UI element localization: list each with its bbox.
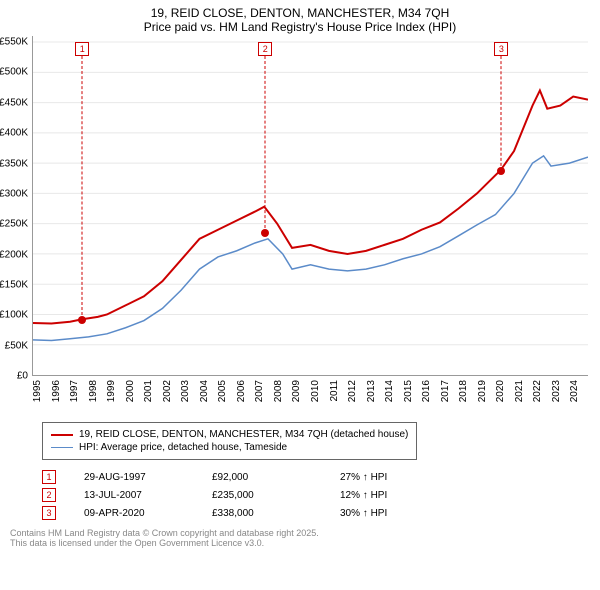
x-tick-label: 1999: [106, 380, 117, 402]
event-marker-dot: [261, 229, 269, 237]
footer-line-2: This data is licensed under the Open Gov…: [10, 538, 600, 548]
events-table: 1 29-AUG-1997 £92,000 27% ↑ HPI 2 13-JUL-2007…: [42, 470, 600, 520]
legend-row: 19, REID CLOSE, DENTON, MANCHESTER, M34 …: [51, 429, 408, 440]
event-marker-icon: 3: [42, 506, 56, 520]
attribution-footer: Contains HM Land Registry data © Crown c…: [10, 528, 600, 548]
x-tick-label: 2016: [421, 380, 432, 402]
legend-swatch: [51, 447, 73, 448]
event-delta: 12% ↑ HPI: [340, 490, 440, 501]
event-delta: 30% ↑ HPI: [340, 508, 440, 519]
y-tick-label: £50K: [5, 340, 28, 351]
x-tick-label: 2019: [477, 380, 488, 402]
x-tick-label: 1998: [88, 380, 99, 402]
chart-svg: [33, 36, 588, 375]
event-marker-box: 2: [258, 42, 272, 56]
event-price: £338,000: [212, 508, 312, 519]
legend-row: HPI: Average price, detached house, Tame…: [51, 442, 408, 453]
x-axis: 1995 1996 1997 1998 1999 2000 2001 2002 2003 2004…: [32, 376, 588, 416]
y-tick-label: £0: [17, 371, 28, 382]
y-tick-label: £250K: [0, 219, 28, 230]
plot-region: 1 2 3: [32, 36, 588, 376]
title-line-1: 19, REID CLOSE, DENTON, MANCHESTER, M34 …: [0, 6, 600, 20]
y-tick-label: £500K: [0, 67, 28, 78]
legend-label: HPI: Average price, detached house, Tame…: [79, 442, 287, 453]
x-tick-label: 2006: [236, 380, 247, 402]
event-date: 29-AUG-1997: [84, 472, 184, 483]
x-tick-label: 2010: [310, 380, 321, 402]
event-marker-line: [265, 56, 266, 233]
event-row: 1 29-AUG-1997 £92,000 27% ↑ HPI: [42, 470, 600, 484]
y-tick-label: £150K: [0, 279, 28, 290]
x-tick-label: 2023: [551, 380, 562, 402]
x-tick-label: 1996: [51, 380, 62, 402]
x-tick-label: 2009: [291, 380, 302, 402]
x-tick-label: 2020: [495, 380, 506, 402]
footer-line-1: Contains HM Land Registry data © Crown c…: [10, 528, 600, 538]
x-tick-label: 2000: [125, 380, 136, 402]
x-tick-label: 2022: [532, 380, 543, 402]
x-tick-label: 1995: [32, 380, 43, 402]
event-marker-line: [501, 56, 502, 171]
x-tick-label: 2024: [569, 380, 580, 402]
event-price: £235,000: [212, 490, 312, 501]
legend-label: 19, REID CLOSE, DENTON, MANCHESTER, M34 …: [79, 429, 408, 440]
event-marker-dot: [497, 167, 505, 175]
y-tick-label: £100K: [0, 310, 28, 321]
title-line-2: Price paid vs. HM Land Registry's House …: [0, 20, 600, 34]
event-marker-dot: [78, 316, 86, 324]
x-tick-label: 2015: [403, 380, 414, 402]
legend-swatch: [51, 434, 73, 436]
x-tick-label: 2005: [217, 380, 228, 402]
legend: 19, REID CLOSE, DENTON, MANCHESTER, M34 …: [42, 422, 417, 460]
event-date: 13-JUL-2007: [84, 490, 184, 501]
y-axis: £0£50K£100K£150K£200K£250K£300K£350K£400…: [0, 36, 30, 376]
x-tick-label: 2004: [199, 380, 210, 402]
event-row: 2 13-JUL-2007 £235,000 12% ↑ HPI: [42, 488, 600, 502]
y-tick-label: £350K: [0, 158, 28, 169]
x-tick-label: 2008: [273, 380, 284, 402]
x-tick-label: 2007: [254, 380, 265, 402]
x-tick-label: 2014: [384, 380, 395, 402]
event-row: 3 09-APR-2020 £338,000 30% ↑ HPI: [42, 506, 600, 520]
event-marker-line: [82, 56, 83, 320]
x-tick-label: 2017: [440, 380, 451, 402]
x-tick-label: 2012: [347, 380, 358, 402]
event-marker-icon: 2: [42, 488, 56, 502]
y-tick-label: £400K: [0, 128, 28, 139]
x-tick-label: 2002: [162, 380, 173, 402]
y-tick-label: £450K: [0, 97, 28, 108]
x-tick-label: 2001: [143, 380, 154, 402]
x-tick-label: 2018: [458, 380, 469, 402]
event-price: £92,000: [212, 472, 312, 483]
event-marker-box: 3: [494, 42, 508, 56]
x-tick-label: 2013: [366, 380, 377, 402]
x-tick-label: 1997: [69, 380, 80, 402]
y-tick-label: £550K: [0, 37, 28, 48]
event-marker-icon: 1: [42, 470, 56, 484]
x-tick-label: 2003: [180, 380, 191, 402]
y-tick-label: £200K: [0, 249, 28, 260]
event-date: 09-APR-2020: [84, 508, 184, 519]
chart-area: £0£50K£100K£150K£200K£250K£300K£350K£400…: [30, 36, 590, 416]
chart-title: 19, REID CLOSE, DENTON, MANCHESTER, M34 …: [0, 0, 600, 36]
event-delta: 27% ↑ HPI: [340, 472, 440, 483]
x-tick-label: 2021: [514, 380, 525, 402]
x-tick-label: 2011: [329, 380, 340, 402]
event-marker-box: 1: [75, 42, 89, 56]
y-tick-label: £300K: [0, 188, 28, 199]
